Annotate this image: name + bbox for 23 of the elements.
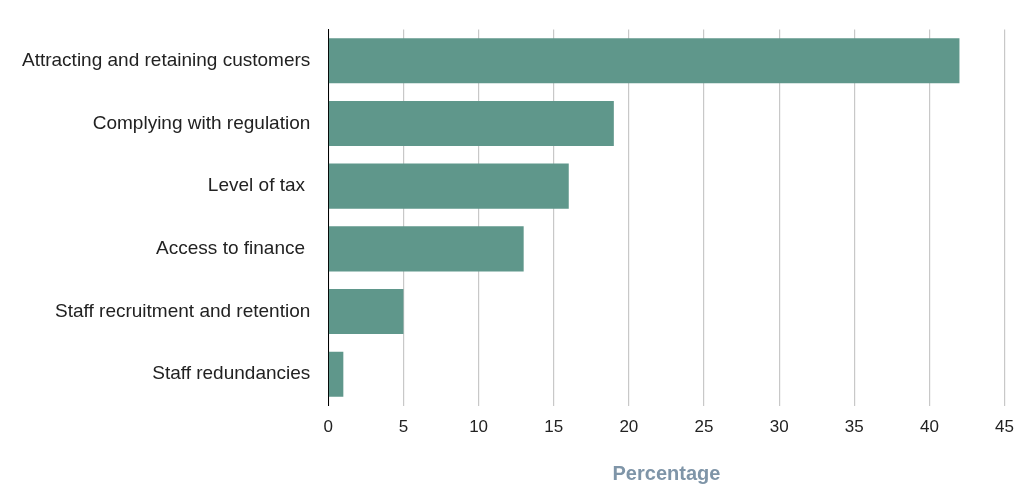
x-axis-title: Percentage bbox=[612, 461, 721, 484]
x-tick-label: 0 bbox=[323, 417, 334, 437]
x-tick-label: 5 bbox=[398, 417, 409, 437]
bar bbox=[328, 163, 569, 209]
bar bbox=[328, 288, 404, 335]
y-tick-label: Staff redundancies bbox=[152, 362, 311, 384]
bar bbox=[328, 226, 524, 272]
x-tick-label: 30 bbox=[769, 417, 789, 437]
x-tick-label: 45 bbox=[995, 417, 1015, 437]
x-tick-label: 25 bbox=[694, 417, 714, 437]
bar bbox=[328, 351, 344, 397]
bar bbox=[328, 38, 960, 84]
y-tick-label: Staff recruitment and retention bbox=[55, 299, 311, 321]
x-tick-label: 40 bbox=[919, 417, 939, 437]
x-tick-label: 20 bbox=[619, 417, 639, 437]
y-tick-label: Access to finance bbox=[156, 237, 311, 259]
bar bbox=[328, 100, 614, 147]
y-tick-label: Complying with regulation bbox=[92, 111, 311, 133]
y-tick-label: Attracting and retaining customers bbox=[22, 48, 311, 70]
x-tick-label: 10 bbox=[469, 417, 489, 437]
y-tick-label: Level of tax bbox=[207, 174, 311, 196]
x-tick-label: 35 bbox=[844, 417, 864, 437]
x-tick-label: 15 bbox=[544, 417, 564, 437]
